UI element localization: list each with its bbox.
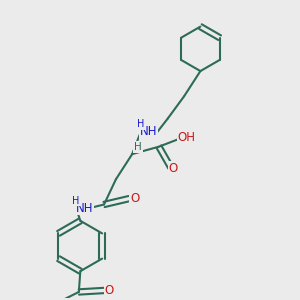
Text: O: O	[130, 192, 139, 205]
Text: NH: NH	[140, 125, 157, 138]
Text: H: H	[72, 196, 79, 206]
Text: OH: OH	[178, 131, 196, 144]
Text: O: O	[169, 162, 178, 176]
Text: NH: NH	[76, 202, 94, 214]
Text: H: H	[134, 142, 142, 152]
Text: H: H	[136, 119, 144, 129]
Text: O: O	[105, 284, 114, 297]
